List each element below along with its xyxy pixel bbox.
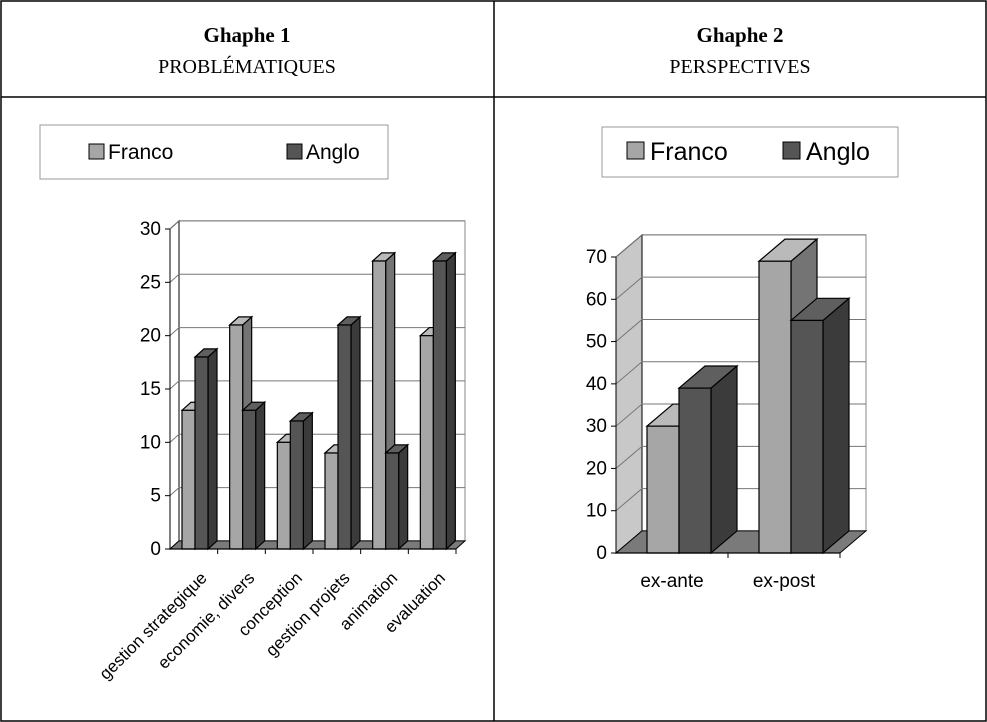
chart-1-bar-anglo-5 xyxy=(384,443,410,551)
chart-1-x-tick-label: gestion projets xyxy=(262,568,354,660)
chart-1-bar-front xyxy=(229,324,244,550)
chart-2-legend-anglo-swatch xyxy=(782,141,801,160)
panel-1-title: Ghaphe 1 xyxy=(204,23,291,47)
chart-2-y-tick-label: 50 xyxy=(586,332,607,353)
chart-2-legend-anglo-label: Anglo xyxy=(806,138,870,166)
chart-2-bar-front xyxy=(758,260,792,554)
chart-1-legend: Franco Anglo xyxy=(39,124,389,180)
chart-2-y-tick-label: 40 xyxy=(586,374,607,395)
chart-1-y-tick-label: 30 xyxy=(140,219,161,240)
chart-2-y-tick-label: 30 xyxy=(586,416,607,437)
chart-1-bar-anglo-1 xyxy=(193,347,219,551)
chart-1-bar-front xyxy=(432,260,447,550)
chart-2-bar-anglo-2 xyxy=(789,297,851,555)
chart-1-gridline xyxy=(169,327,465,337)
chart-2-bar-front xyxy=(790,319,824,554)
chart-1-y-tick-label: 10 xyxy=(140,432,161,453)
chart-1-bar-side xyxy=(445,251,456,551)
chart-1-bar-front xyxy=(289,420,304,550)
chart-1-bar-front xyxy=(276,441,291,550)
chart-1-bar-front xyxy=(385,452,400,550)
chart-2-y-tick-label: 0 xyxy=(596,543,607,564)
chart-2-bar-front xyxy=(646,425,680,554)
chart-2-y-tick-label: 20 xyxy=(586,458,607,479)
chart-1-bar-anglo-4 xyxy=(336,315,362,551)
chart-2-y-tick-label: 60 xyxy=(586,289,607,310)
chart-1-y-tick-label: 0 xyxy=(150,539,161,560)
chart-1-bar-front xyxy=(372,260,387,550)
chart-1-bar-side xyxy=(255,400,266,551)
chart-1-bar-anglo-6 xyxy=(431,251,457,551)
chart-1-bar-side xyxy=(398,443,409,551)
chart-1-bar-side xyxy=(207,347,218,551)
chart-2-legend-franco-swatch xyxy=(626,141,645,160)
chart-1-bar-side xyxy=(302,411,313,551)
chart-1-y-tick-label: 5 xyxy=(150,486,161,507)
chart-1-bar-anglo-3 xyxy=(288,411,314,551)
chart-1-gridline xyxy=(169,433,465,443)
chart-1-bar-front xyxy=(419,335,434,550)
chart-2-bar-front xyxy=(678,387,712,554)
chart-1-gridline xyxy=(169,273,465,283)
chart-1-bar-front xyxy=(194,356,209,550)
chart-2-side-wall xyxy=(615,233,643,555)
chart-1-legend-anglo-swatch xyxy=(286,143,303,160)
chart-1-gridline xyxy=(169,487,465,497)
chart-2-legend-box xyxy=(601,126,899,178)
chart-1-y-tick-label: 25 xyxy=(140,272,161,293)
chart-2-legend-franco-label: Franco xyxy=(650,138,728,166)
chart-2-x-tick-label: ex-ante xyxy=(640,571,703,592)
chart-1-bar-front xyxy=(337,324,352,550)
chart-1-y-tick-label: 20 xyxy=(140,326,161,347)
chart-2-bar-side xyxy=(710,364,738,555)
chart-1-bar-anglo-2 xyxy=(241,400,267,551)
chart-1-legend-anglo-label: Anglo xyxy=(306,141,360,164)
chart-1-y-tick-label: 15 xyxy=(140,379,161,400)
chart-2-x-tick-label: ex-post xyxy=(753,571,816,592)
panel-2-subtitle: PERSPECTIVES xyxy=(669,56,810,78)
chart-1-gridline xyxy=(169,380,465,390)
chart-1-bar-front xyxy=(324,452,339,550)
chart-2-y-tick-label: 70 xyxy=(586,247,607,268)
chart-2-gridline xyxy=(615,234,866,258)
chart-2-y-tick-label: 10 xyxy=(586,501,607,522)
chart-1-bar-front xyxy=(181,409,196,550)
chart-2-plot: 0 10 20 30 40 50 60 70 ex-ante ex-post xyxy=(586,233,868,592)
chart-1-bar-side xyxy=(350,315,361,551)
chart-2-legend: Franco Anglo xyxy=(601,126,899,178)
chart-1-gridline xyxy=(169,220,465,230)
chart-2-bar-side xyxy=(822,297,850,555)
chart-1-bar-front xyxy=(242,409,257,550)
chart-1-legend-franco-label: Franco xyxy=(108,141,173,164)
panel-2-title: Ghaphe 2 xyxy=(697,23,784,47)
chart-1-legend-franco-swatch xyxy=(88,143,105,160)
chart-2-bar-anglo-1 xyxy=(677,364,739,555)
panel-1-subtitle: PROBLÉMATIQUES xyxy=(158,55,336,78)
